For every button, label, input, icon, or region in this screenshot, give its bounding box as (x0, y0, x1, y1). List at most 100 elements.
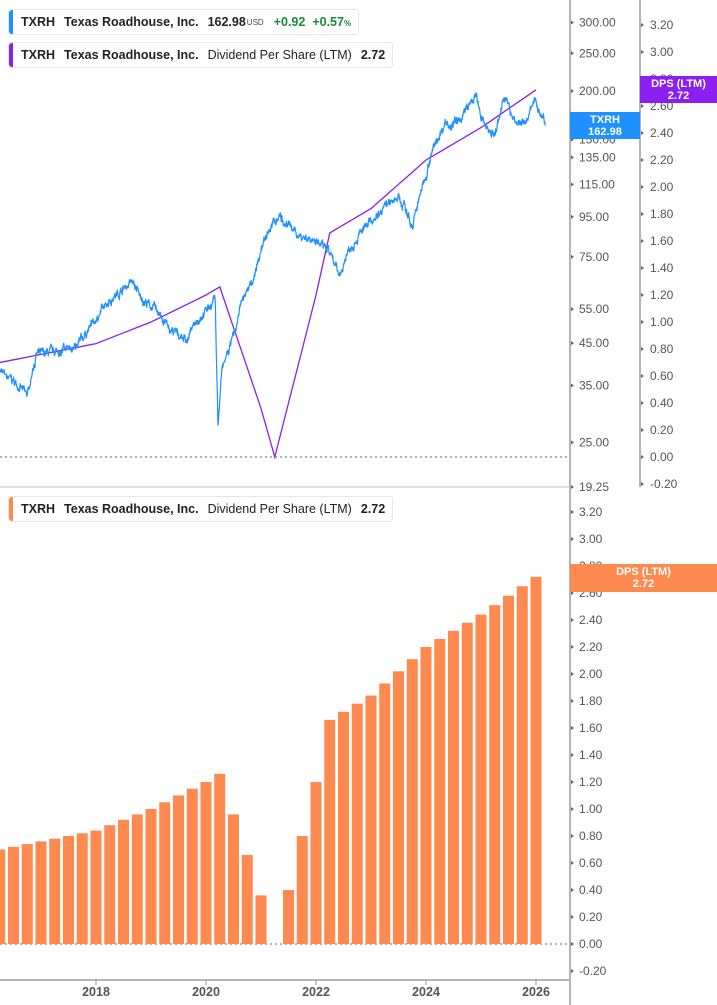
bar-axis-tick-mark (571, 591, 574, 595)
dps-axis-tick-mark (641, 374, 644, 378)
dps-axis-tick-mark (641, 104, 644, 108)
price-axis-tick-label: 250.00 (579, 46, 616, 60)
legend-company: Texas Roadhouse, Inc. (64, 15, 199, 29)
dps-axis-tick-mark (641, 401, 644, 405)
bar-axis-tick-mark (571, 888, 574, 892)
dps-axis-tick-label: 1.20 (650, 288, 674, 302)
price-axis-tick-mark (571, 254, 574, 259)
dps-bar (338, 711, 349, 944)
price-axis-tick-label: 135.00 (579, 150, 616, 164)
dps-axis-tick-mark (641, 347, 644, 351)
dps-bar (310, 782, 322, 944)
dps-axis-tick-label: 0.40 (650, 396, 674, 410)
dps-bar (228, 814, 239, 944)
price-axis-tick-label: 55.00 (579, 302, 609, 316)
dps-bar (351, 703, 363, 944)
dps-bar (503, 595, 514, 944)
dps-bar (118, 819, 129, 944)
dps-bar (76, 833, 88, 944)
dps-axis-tick-mark (641, 239, 644, 243)
dps-bar (214, 773, 226, 944)
dps-legend-swatch (9, 43, 13, 67)
legend-ticker: TXRH (21, 15, 56, 29)
bar-axis-tick-label: 1.20 (579, 775, 603, 789)
x-axis-tick-label: 2020 (192, 985, 220, 999)
dps-bottom-badge: DPS (LTM) 2.72 (570, 564, 717, 592)
dps-bar (63, 836, 74, 944)
bar-axis-tick-mark (571, 753, 574, 757)
price-legend-swatch (9, 10, 13, 34)
dps-axis-tick-label: 0.00 (650, 450, 674, 464)
legend-metric: Dividend Per Share (LTM) (207, 48, 352, 62)
bar-axis-tick-label: 2.40 (579, 613, 603, 627)
price-axis-tick-label: 95.00 (579, 210, 609, 224)
bar-axis-tick-mark (571, 780, 574, 784)
legend-ticker: TXRH (21, 48, 56, 62)
bar-axis-tick-mark (571, 915, 574, 919)
price-axis-tick-label: 35.00 (579, 379, 609, 393)
legend-change-pct: +0.57% (312, 15, 351, 29)
price-axis-tick-mark (571, 485, 574, 489)
price-axis-tick-label: 19.25 (579, 480, 609, 494)
price-badge: TXRH 162.98 (570, 112, 640, 139)
legend-change: +0.92 (273, 15, 306, 29)
bar-axis-tick-mark (571, 699, 574, 703)
price-line (0, 92, 546, 426)
badge-value: 2.72 (632, 578, 655, 590)
dps-bar (131, 814, 143, 944)
dps-bar (0, 849, 6, 944)
dps-bar (8, 846, 19, 944)
dps-legend-swatch (9, 497, 13, 521)
dps-axis-tick-mark (641, 428, 644, 432)
bar-axis-tick-label: 0.60 (579, 856, 603, 870)
price-legend[interactable]: TXRH Texas Roadhouse, Inc. 162.98 USD +0… (8, 9, 360, 35)
bar-axis-tick-label: 1.00 (579, 802, 603, 816)
dps-axis-tick-mark (641, 212, 644, 216)
bar-axis-tick-label: 1.60 (579, 721, 603, 735)
price-axis-tick-mark (571, 440, 574, 445)
bar-axis-tick-mark (571, 807, 574, 811)
dps-axis-tick-label: 1.40 (650, 261, 674, 275)
dps-bar (90, 830, 102, 944)
dps-bar (255, 895, 267, 944)
dps-axis-tick-label: 3.00 (650, 45, 674, 59)
badge-label: DPS (LTM) (651, 77, 706, 90)
bar-axis-tick-mark (571, 618, 574, 622)
price-axis-tick-mark (571, 383, 574, 388)
price-axis-tick-mark (571, 214, 574, 219)
dps-bar (365, 695, 377, 944)
dps-legend-top[interactable]: TXRH Texas Roadhouse, Inc. Dividend Per … (8, 42, 394, 68)
dps-bar (461, 622, 473, 944)
bar-axis-tick-mark (571, 537, 574, 541)
bar-axis-tick-label: 2.20 (579, 640, 603, 654)
dps-bar (489, 605, 501, 944)
legend-value: 2.72 (360, 502, 386, 516)
bar-axis-tick-label: 0.40 (579, 883, 603, 897)
dps-bar (200, 782, 212, 944)
x-axis-tick-label: 2024 (412, 985, 440, 999)
dps-legend-bottom[interactable]: TXRH Texas Roadhouse, Inc. Dividend Per … (8, 496, 394, 522)
dps-axis-tick-label: -0.20 (650, 477, 678, 491)
price-axis-tick-label: 45.00 (579, 336, 609, 350)
dps-bar (241, 854, 253, 944)
dps-axis-tick-label: 2.20 (650, 153, 674, 167)
dps-bar (173, 795, 184, 944)
badge-value: 2.72 (667, 89, 690, 102)
dps-bar (324, 719, 336, 944)
dps-axis-tick-label: 0.80 (650, 342, 674, 356)
dps-axis-tick-mark (641, 50, 644, 54)
bar-axis-tick-label: 0.80 (579, 829, 603, 843)
price-axis-tick-mark (571, 182, 574, 187)
change-pct-value: +0.57 (312, 15, 344, 29)
legend-ticker: TXRH (21, 502, 56, 516)
dps-axis-tick-label: 3.20 (650, 18, 674, 32)
dps-bar (21, 844, 33, 944)
dps-axis-tick-label: 2.00 (650, 180, 674, 194)
dps-bar (475, 614, 487, 944)
legend-company: Texas Roadhouse, Inc. (64, 502, 199, 516)
bar-axis-tick-label: 3.00 (579, 532, 603, 546)
dps-bar (379, 683, 391, 944)
dps-bar (393, 671, 404, 944)
price-axis-tick-label: 300.00 (579, 15, 616, 29)
